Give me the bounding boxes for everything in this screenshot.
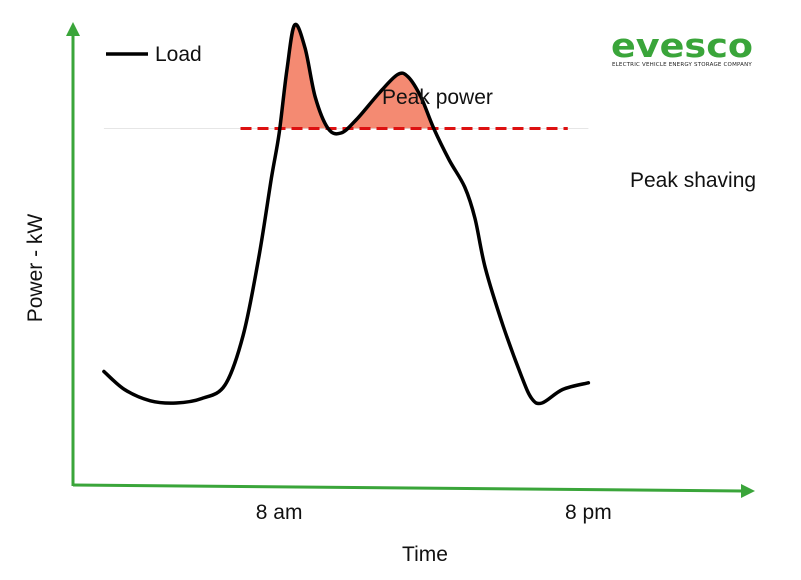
peak-power-shaded-area xyxy=(103,24,589,129)
x-axis xyxy=(72,483,755,498)
y-axis xyxy=(66,22,80,486)
y-axis-label: Power - kW xyxy=(24,214,47,323)
legend: Load xyxy=(106,43,202,66)
load-series-line xyxy=(102,22,591,406)
evesco-logo: evesco ELECTRIC VEHICLE ENERGY STORAGE C… xyxy=(611,26,753,68)
x-tick-label: 8 am xyxy=(256,501,303,524)
y-axis-arrowhead xyxy=(66,22,80,36)
logo-wordmark: evesco xyxy=(611,26,753,65)
x-axis-arrowhead xyxy=(741,484,755,498)
legend-label-load: Load xyxy=(155,43,202,66)
x-axis-label: Time xyxy=(402,543,448,566)
peak-shaving-annotation: Peak shaving xyxy=(630,169,756,192)
x-tick-labels: 8 am 8 pm xyxy=(256,501,612,524)
peak-power-annotation: Peak power xyxy=(382,86,493,109)
x-tick-label: 8 pm xyxy=(565,501,612,524)
logo-tagline: ELECTRIC VEHICLE ENERGY STORAGE COMPANY xyxy=(612,62,753,68)
